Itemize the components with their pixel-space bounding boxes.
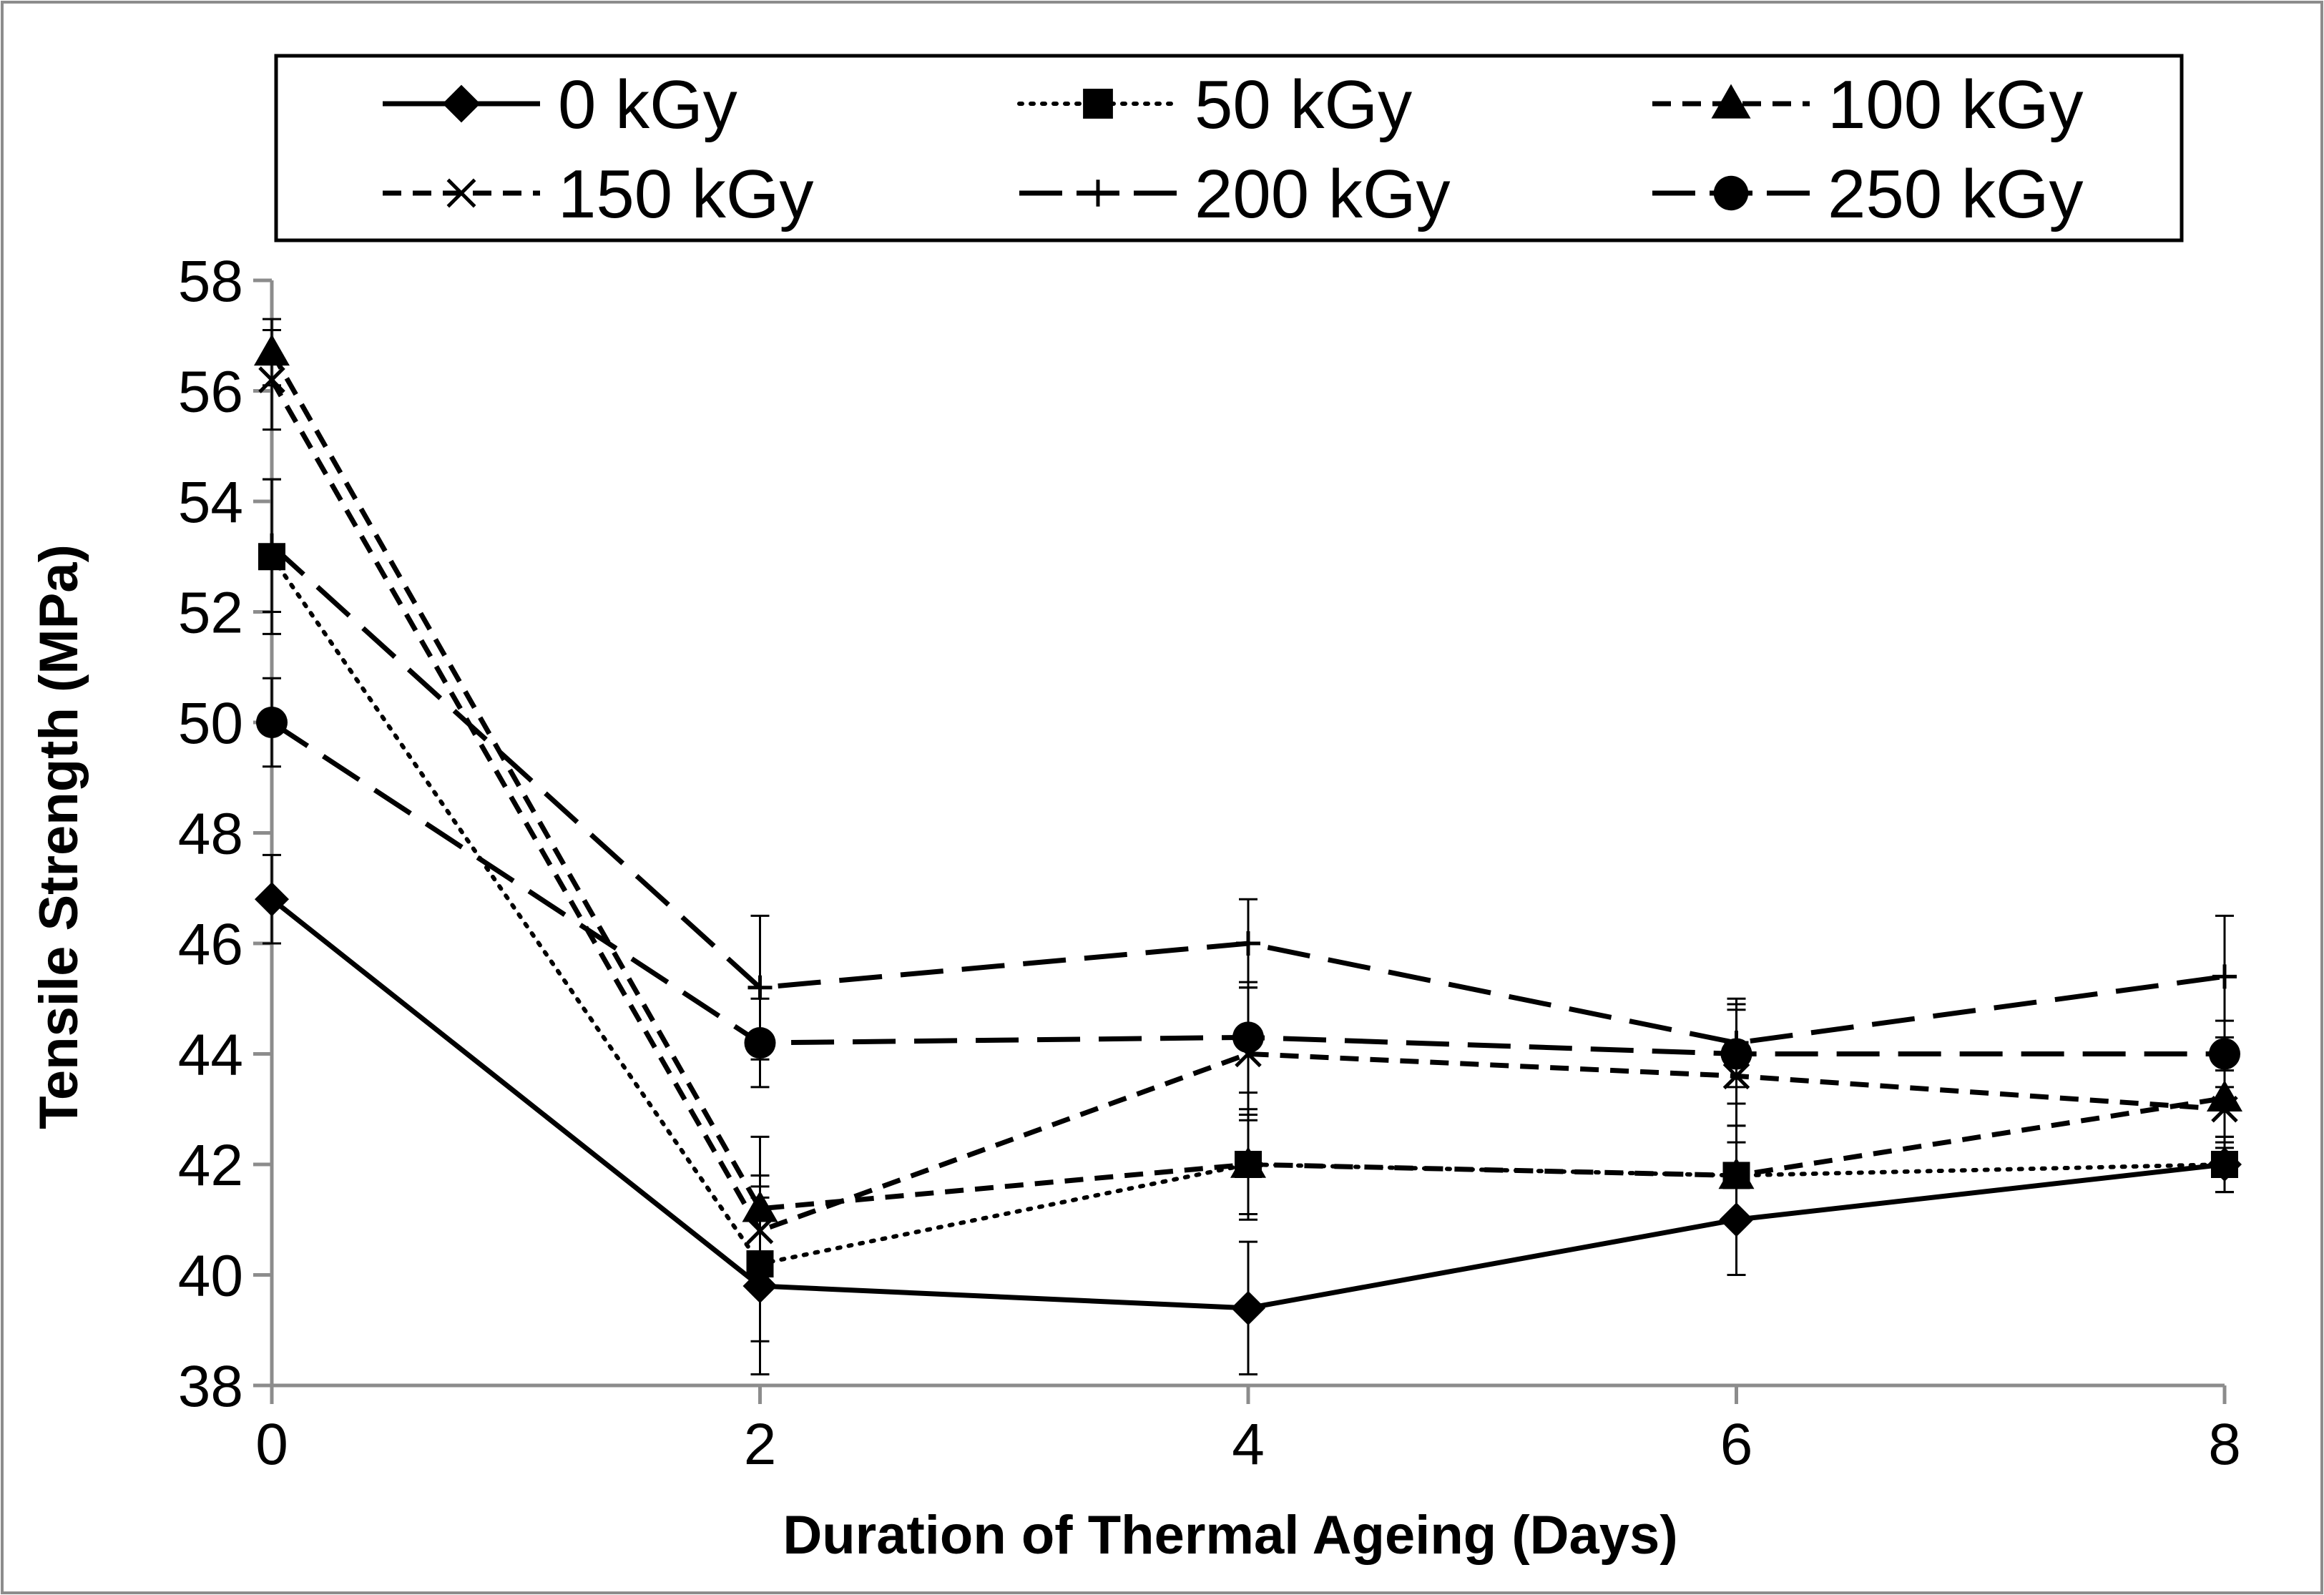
data-point-250-kgy <box>2209 1038 2240 1070</box>
series-line-50-kgy <box>270 554 2227 1267</box>
data-point-200-kgy <box>747 975 773 1000</box>
legend-item-250-kgy: 250 kGy <box>1652 156 2084 232</box>
data-point-50-kgy <box>746 1250 774 1278</box>
y-tick-label: 44 <box>178 1023 243 1088</box>
data-point-200-kgy <box>2212 964 2237 989</box>
data-point-50-kgy <box>2211 1151 2238 1178</box>
legend-item-50-kgy: 50 kGy <box>1017 67 1412 143</box>
series-markers <box>254 334 2242 1325</box>
data-point-100-kgy <box>1718 1157 1755 1189</box>
y-tick-label: 40 <box>178 1244 243 1309</box>
x-tick-label: 8 <box>2208 1412 2241 1477</box>
legend-box <box>274 54 2184 242</box>
legend-marker <box>442 84 481 123</box>
y-tick-label: 54 <box>178 470 243 535</box>
data-point-250-kgy <box>256 707 288 738</box>
legend-item-0-kgy: 0 kGy <box>383 67 737 143</box>
legend-item-200-kgy: 200 kGy <box>1019 156 1451 232</box>
x-axis-title: Duration of Thermal Ageing (Days) <box>783 1505 1677 1566</box>
data-point-200-kgy <box>260 533 284 558</box>
y-tick-label: 56 <box>178 360 243 425</box>
data-point-150-kgy <box>2211 1095 2238 1123</box>
y-tick-label: 48 <box>178 802 243 867</box>
legend-marker <box>1713 175 1749 211</box>
y-tick-label: 42 <box>178 1133 243 1198</box>
data-point-250-kgy <box>1232 1021 1264 1054</box>
legend-marker <box>1711 84 1751 119</box>
data-point-150-kgy <box>258 366 285 393</box>
legend-marker <box>1083 89 1113 119</box>
legend-item-100-kgy: 100 kGy <box>1652 67 2084 143</box>
legend: 0 kGy 50 kGy 100 kGy 150 kGy 200 kGy 250 kGy <box>274 54 2184 242</box>
legend-item-150-kgy: 150 kGy <box>383 156 814 232</box>
legend-label: 150 kGy <box>558 156 814 232</box>
data-point-100-kgy <box>254 334 290 366</box>
data-point-250-kgy <box>1720 1038 1752 1070</box>
data-point-150-kgy <box>746 1217 774 1245</box>
data-point-0-kgy <box>1719 1202 1754 1237</box>
legend-marker <box>1084 180 1112 207</box>
legend-marker <box>446 178 476 208</box>
legend-label: 200 kGy <box>1195 156 1451 232</box>
data-point-0-kgy <box>255 882 289 917</box>
y-axis-title: Tensile Strength (MPa) <box>29 544 89 1129</box>
legend-label: 0 kGy <box>558 67 737 143</box>
data-point-0-kgy <box>1231 1290 1265 1325</box>
data-point-100-kgy <box>2207 1080 2242 1112</box>
data-point-150-kgy <box>1722 1062 1750 1090</box>
x-tick-label: 0 <box>255 1412 288 1477</box>
data-point-250-kgy <box>744 1027 776 1059</box>
legend-label: 250 kGy <box>1828 156 2084 232</box>
data-point-100-kgy <box>1230 1147 1266 1178</box>
y-tick-label: 38 <box>178 1354 243 1419</box>
x-tick-label: 4 <box>1232 1412 1265 1477</box>
y-tick-label: 50 <box>178 691 243 756</box>
y-tick-label: 46 <box>178 912 243 977</box>
x-tick-label: 6 <box>1720 1412 1753 1477</box>
data-point-200-kgy <box>1236 931 1260 956</box>
x-tick-label: 2 <box>744 1412 777 1477</box>
data-point-100-kgy <box>742 1190 778 1222</box>
legend-label: 100 kGy <box>1828 67 2084 143</box>
y-tick-label: 52 <box>178 581 243 646</box>
legend-label: 50 kGy <box>1195 67 1412 143</box>
y-tick-label: 58 <box>178 249 243 314</box>
